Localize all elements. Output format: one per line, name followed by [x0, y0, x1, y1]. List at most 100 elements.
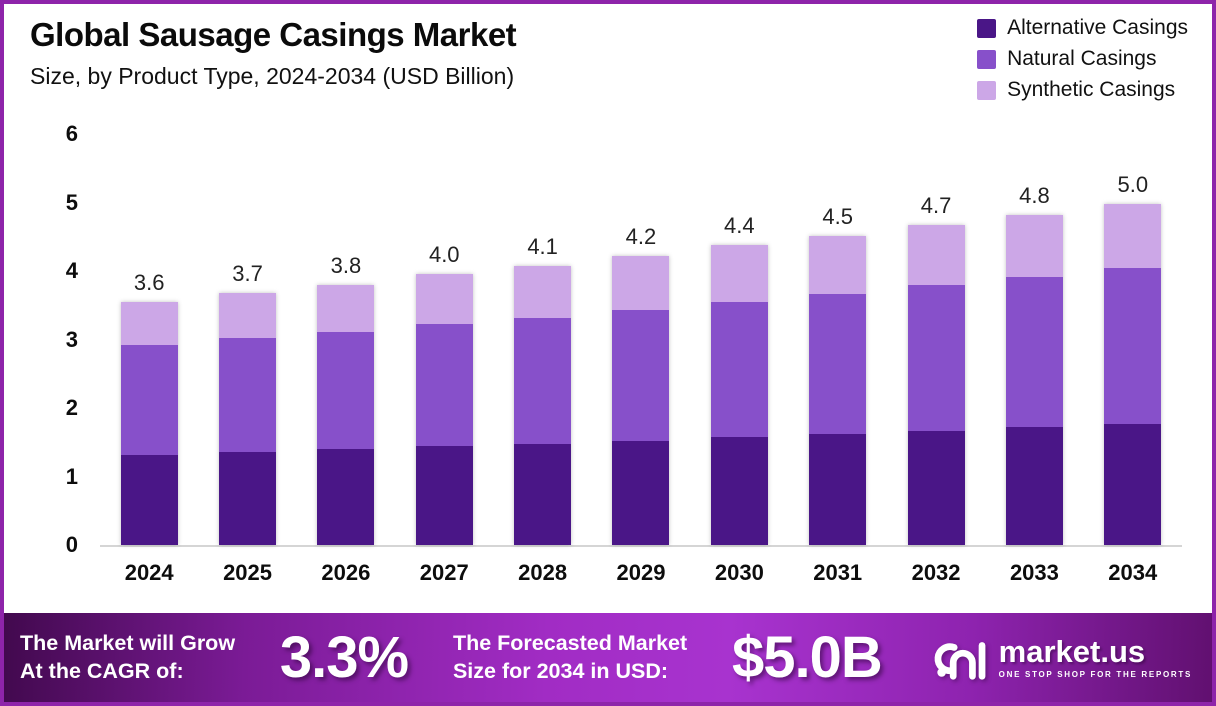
bar-segment-alternative-casings: [219, 451, 277, 545]
bar-column-2029: 4.2: [592, 134, 690, 545]
bar-column-2032: 4.7: [887, 134, 985, 545]
bar-total-label-2024: 3.6: [133, 269, 165, 295]
bar-segment-synthetic-casings: [219, 292, 277, 339]
brand-tagline: ONE STOP SHOP FOR THE REPORTS: [998, 670, 1192, 679]
bar-segment-alternative-casings: [1005, 427, 1063, 545]
bar-segment-alternative-casings: [120, 454, 178, 545]
bar-column-2033: 4.8: [985, 134, 1083, 545]
bar-segment-synthetic-casings: [612, 255, 670, 311]
bar-stack-2030: [710, 245, 768, 545]
bar-column-2025: 3.7: [198, 134, 296, 545]
footer-banner: The Market will Grow At the CAGR of: 3.3…: [4, 613, 1212, 702]
bar-stack-2032: [907, 225, 965, 545]
bar-segment-natural-casings: [612, 310, 670, 441]
bar-stack-2026: [317, 284, 375, 545]
cagr-value: 3.3%: [279, 624, 409, 690]
legend-swatch-icon: [977, 18, 997, 38]
x-tick-2031: 2031: [813, 560, 863, 585]
cagr-label-line1: The Market will Grow: [20, 630, 236, 655]
bar-segment-natural-casings: [120, 345, 178, 455]
bar-total-label-2026: 3.8: [330, 252, 362, 278]
y-tick-5: 5: [65, 189, 78, 215]
bar-segment-synthetic-casings: [907, 225, 965, 286]
bar-segment-synthetic-casings: [120, 301, 178, 345]
x-axis-labels: 2024 2025 2026 2027 2028 2029 2030 2031 2032 2033…: [100, 560, 1182, 586]
legend-item-synthetic-casings: Synthetic Casings: [977, 78, 1188, 102]
x-tick-2026: 2026: [321, 560, 371, 585]
x-tick-2032: 2032: [911, 560, 961, 585]
bar-segment-natural-casings: [317, 331, 375, 450]
x-tick-2030: 2030: [714, 560, 764, 585]
bar-segment-synthetic-casings: [809, 236, 867, 295]
y-tick-3: 3: [65, 326, 78, 352]
x-tick-2033: 2033: [1009, 560, 1059, 585]
page-title: Global Sausage Casings Market: [30, 16, 517, 53]
bar-total-label-2034: 5.0: [1117, 171, 1149, 197]
y-axis: 0 1 2 3 4 5 6: [4, 121, 78, 557]
bar-segment-alternative-casings: [907, 430, 965, 545]
bar-total-label-2031: 4.5: [822, 204, 853, 230]
x-tick-2027: 2027: [419, 560, 469, 585]
plot-area: 3.6 3.7 3.8 4.0 4.1 4.2 4.4 4.5 4.7 4.8 5.0: [100, 134, 1182, 547]
y-tick-6: 6: [65, 121, 78, 146]
bar-segment-natural-casings: [219, 338, 277, 452]
bar-stack-2025: [219, 292, 277, 545]
marketus-logo-icon: [934, 641, 986, 680]
page-subtitle: Size, by Product Type, 2024-2034 (USD Bi…: [30, 62, 515, 89]
bar-column-2031: 4.5: [789, 134, 887, 545]
bar-segment-synthetic-casings: [514, 265, 572, 318]
bar-segment-natural-casings: [809, 294, 867, 435]
y-tick-0: 0: [65, 532, 78, 557]
bar-stack-2029: [612, 255, 670, 545]
legend-swatch-icon: [977, 80, 997, 100]
bar-segment-alternative-casings: [710, 437, 768, 545]
legend-item-alternative-casings: Alternative Casings: [977, 16, 1188, 40]
x-tick-2028: 2028: [518, 560, 568, 585]
forecast-label-line2: Size for 2034 in USD:: [452, 658, 669, 683]
bar-segment-natural-casings: [514, 317, 572, 444]
bar-stack-2031: [809, 236, 867, 545]
marketus-logo: market.us ONE STOP SHOP FOR THE REPORTS: [927, 633, 1192, 683]
x-tick-2025: 2025: [223, 560, 273, 585]
bar-total-label-2033: 4.8: [1019, 182, 1050, 208]
bar-segment-natural-casings: [1104, 268, 1162, 424]
y-tick-4: 4: [65, 258, 78, 283]
bar-segment-natural-casings: [907, 285, 965, 431]
x-tick-2029: 2029: [616, 560, 666, 585]
bar-segment-natural-casings: [1005, 277, 1063, 428]
legend-label: Synthetic Casings: [1007, 78, 1176, 101]
bar-segment-alternative-casings: [809, 434, 867, 545]
forecast-value: $5.0B: [732, 624, 883, 690]
bar-column-2034: 5.0: [1084, 134, 1182, 545]
chart-header: Global Sausage Casings Market Size, by P…: [30, 16, 517, 90]
forecast-label: The Forecasted Market Size for 2034 in U…: [453, 630, 687, 686]
bar-segment-alternative-casings: [415, 446, 473, 545]
bar-segment-alternative-casings: [514, 443, 572, 545]
marketus-logo-text: market.us ONE STOP SHOP FOR THE REPORTS: [999, 636, 1192, 679]
bar-segment-synthetic-casings: [710, 245, 768, 302]
bar-segment-synthetic-casings: [317, 284, 375, 332]
bar-stack-2028: [514, 265, 572, 545]
bar-total-label-2028: 4.1: [527, 233, 558, 259]
bar-stack-2027: [415, 274, 473, 545]
y-tick-1: 1: [65, 463, 78, 489]
legend-label: Natural Casings: [1007, 47, 1157, 70]
bar-group: 3.6 3.7 3.8 4.0 4.1 4.2 4.4 4.5 4.7 4.8 5.0: [100, 134, 1182, 545]
bar-segment-synthetic-casings: [415, 274, 473, 325]
bar-total-label-2032: 4.7: [920, 193, 952, 219]
bar-column-2030: 4.4: [690, 134, 788, 545]
legend-item-natural-casings: Natural Casings: [977, 47, 1188, 71]
bar-segment-alternative-casings: [612, 440, 670, 545]
bar-segment-natural-casings: [415, 324, 473, 447]
chart-legend: Alternative Casings Natural Casings Synthe…: [977, 16, 1188, 109]
bar-column-2027: 4.0: [395, 134, 493, 545]
bar-column-2026: 3.8: [297, 134, 395, 545]
bar-total-label-2030: 4.4: [724, 213, 755, 238]
bar-segment-alternative-casings: [1104, 423, 1162, 545]
bar-stack-2033: [1005, 214, 1063, 545]
bar-total-label-2029: 4.2: [625, 223, 657, 249]
bar-total-label-2025: 3.7: [232, 260, 263, 286]
forecast-label-line1: The Forecasted Market: [452, 630, 688, 655]
bar-segment-natural-casings: [710, 301, 768, 438]
bar-column-2028: 4.1: [493, 134, 591, 545]
